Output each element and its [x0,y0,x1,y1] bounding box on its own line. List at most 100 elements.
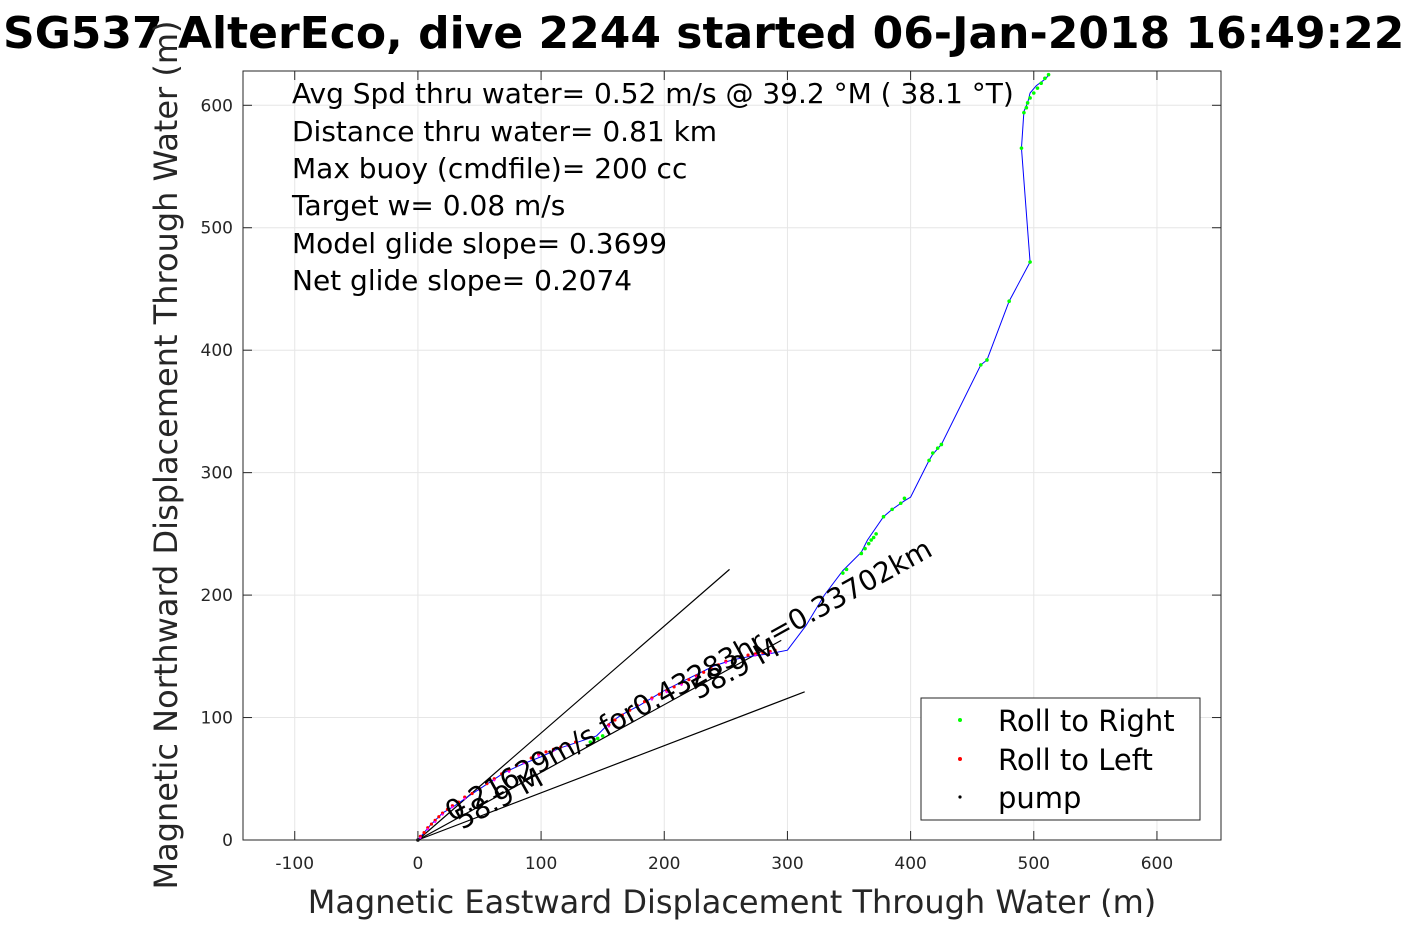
roll-right-point [841,571,845,575]
y-tick-label: 600 [201,96,233,116]
current-marker [566,744,570,748]
y-tick-label: 100 [201,709,233,729]
current-marker [463,797,466,800]
roll-right-point [588,740,593,744]
roll-right-point [869,538,873,542]
roll-left-point [731,657,735,661]
roll-right-point [902,496,907,501]
current-marker [724,661,728,664]
roll-left-point [761,651,765,655]
roll-left-point [716,663,721,667]
roll-right-point [871,535,876,540]
roll-left-point [613,718,617,722]
legend-label-pump: pump [998,781,1081,815]
current-marker [426,828,429,831]
annotation-block: Avg Spd thru water= 0.52 m/s @ 39.2 °M (… [291,77,1014,297]
current-line [417,639,782,841]
x-tick-label: 200 [648,854,680,874]
roll-right-point [859,551,864,556]
current-marker [433,820,437,824]
roll-left-point [773,648,777,652]
current-marker [419,836,422,840]
current-marker [650,698,654,701]
roll-left-point [573,740,578,744]
roll-left-point [746,653,750,657]
roll-left-point [529,756,533,760]
heading-cone-line [417,691,805,841]
roll-left-point [642,700,647,704]
roll-right-point [939,442,944,447]
legend-label-roll-right: Roll to Right [998,704,1175,738]
current-marker [665,690,668,694]
annotation-distance: Distance thru water= 0.81 km [292,115,717,148]
current-vector [417,639,782,841]
current-marker [493,779,496,782]
legend-marker-pump [958,795,962,799]
roll-right-point [595,736,600,741]
current-marker [754,654,757,657]
current-marker [507,770,511,773]
current-marker [621,715,624,718]
track-line-group [417,74,1049,841]
roll-right-point [600,734,605,738]
roll-right-point [1028,96,1032,100]
annotation-max-buoy: Max buoy (cmdfile)= 200 cc [292,152,687,185]
roll-left-point [687,677,691,682]
x-tick-label: 400 [894,854,926,874]
y-tick-label: 0 [222,831,233,851]
legend-label-roll-left: Roll to Left [998,743,1153,777]
roll-right-point [1031,91,1036,95]
roll-right-point [898,501,903,506]
annotation-avg-speed: Avg Spd thru water= 0.52 m/s @ 39.2 °M (… [292,77,1014,110]
x-axis-label: Magnetic Eastward Displacement Through W… [308,883,1157,921]
axis-ticks: -100 0 100 200 300 400 500 600 0 100 200 300 400 500 6… [201,71,1221,874]
current-marker [441,813,444,816]
x-tick-label: 600 [1141,854,1173,874]
y-tick-label: 200 [201,586,233,606]
legend-marker-roll-left [958,757,962,761]
roll-left-point [485,782,489,786]
roll-left-point [702,670,706,674]
roll-right-point [927,458,931,463]
current-marker [478,788,481,792]
current-marker [695,676,698,679]
roll-right-point [985,358,989,362]
current-marker [552,749,555,753]
roll-left-point [500,772,504,776]
roll-left-point [456,800,461,804]
roll-right-point [866,541,871,546]
x-tick-label: 100 [525,854,557,874]
current-marker [709,668,713,672]
current-marker [451,806,454,809]
roll-right-point [592,737,596,742]
annotation-net-glide: Net glide slope= 0.2074 [292,264,632,297]
axes-box [242,70,1222,841]
current-marker [768,651,772,655]
roll-right-point [874,532,878,536]
roll-left-point [445,807,450,811]
roll-right-point [979,363,983,367]
current-marker [739,656,742,660]
chart-title: SG537 AlterEco, dive 2244 started 06-Jan… [3,8,1404,59]
roll-right-point [935,446,940,450]
current-marker [522,761,526,765]
roll-left-point [437,815,441,819]
legend-marker-roll-right [958,718,962,722]
y-tick-label: 400 [201,341,233,361]
track-line [417,74,1049,841]
roll-left-point [429,822,434,826]
annotation-target-w: Target w= 0.08 m/s [291,189,565,222]
roll-right-point [1022,110,1026,115]
roll-left-point [422,831,426,835]
current-marker [607,725,611,728]
current-marker [635,705,639,709]
annotation-model-glide: Model glide slope= 0.3699 [292,227,667,260]
roll-left-point [544,750,548,754]
roll-right-point [1043,76,1047,81]
roll-right-point [844,567,849,572]
roll-right-point [881,514,886,519]
legend-box [920,697,1201,821]
y-axis-label: Magnetic Northward Displacement Through … [147,20,185,889]
x-tick-label: 500 [1018,854,1050,874]
roll-right-point [863,546,867,551]
